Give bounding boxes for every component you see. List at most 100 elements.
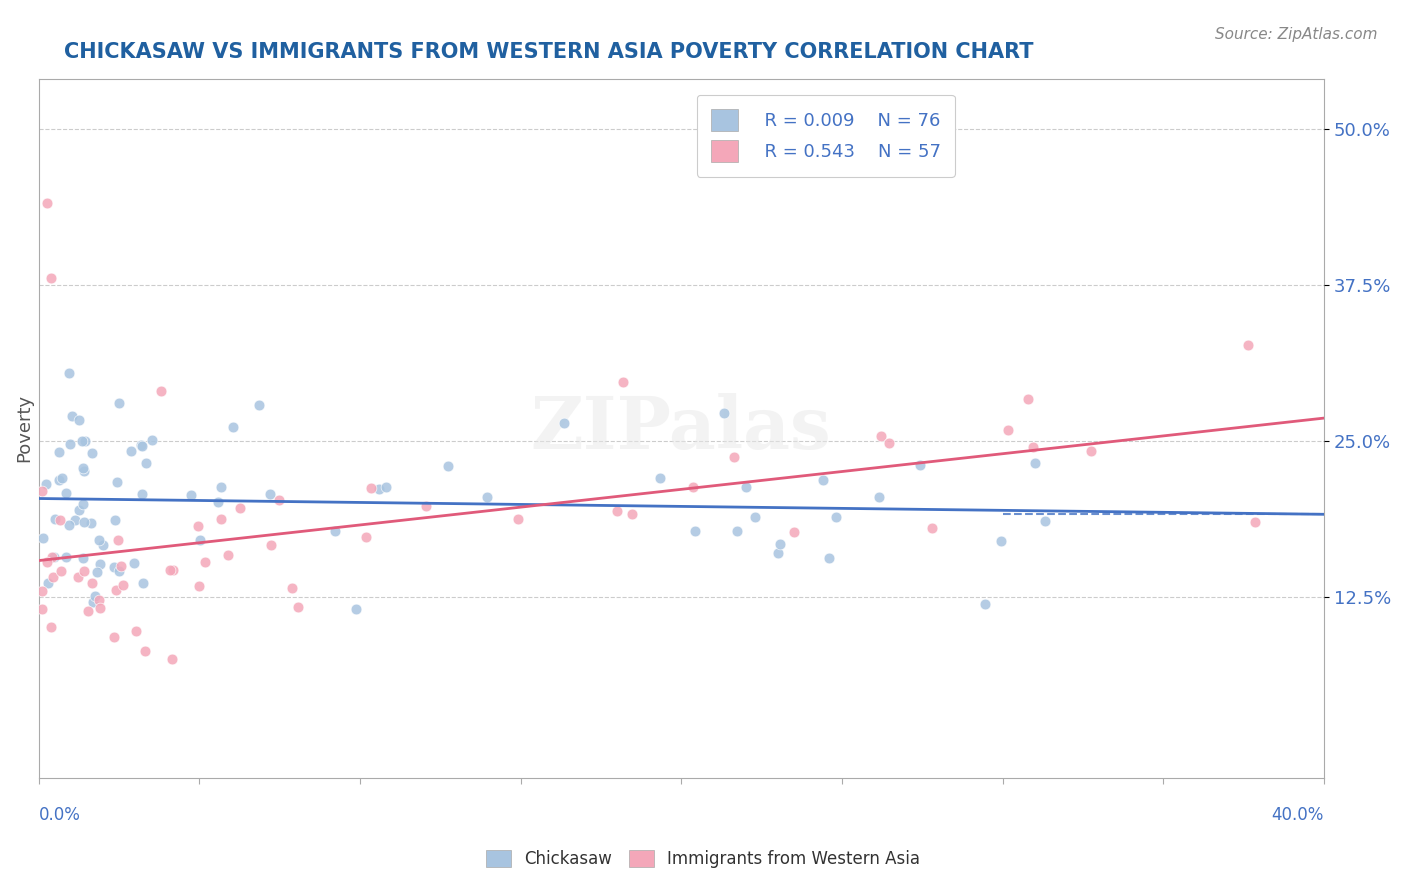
Point <box>159 563 181 577</box>
Point <box>55 550 77 565</box>
Point <box>910 458 932 473</box>
Point <box>1080 444 1102 458</box>
Point <box>49 513 72 527</box>
Text: Source: ZipAtlas.com: Source: ZipAtlas.com <box>1215 27 1378 42</box>
Point <box>217 548 239 562</box>
Point <box>129 438 152 452</box>
Point <box>31 602 53 616</box>
Text: 40.0%: 40.0% <box>1271 806 1324 824</box>
Text: 0.0%: 0.0% <box>38 806 80 824</box>
Point <box>80 445 103 459</box>
Point <box>685 524 707 538</box>
Point <box>280 581 302 595</box>
Point <box>354 530 377 544</box>
Point <box>921 521 943 535</box>
Legend:   R = 0.009    N = 76,   R = 0.543    N = 57: R = 0.009 N = 76, R = 0.543 N = 57 <box>696 95 955 177</box>
Point <box>125 624 148 638</box>
Point <box>134 644 156 658</box>
Point <box>104 583 127 598</box>
Point <box>269 493 291 508</box>
Point <box>149 384 172 398</box>
Point <box>51 471 73 485</box>
Point <box>72 498 94 512</box>
Point <box>37 576 59 591</box>
Legend: Chickasaw, Immigrants from Western Asia: Chickasaw, Immigrants from Western Asia <box>479 843 927 875</box>
Point <box>58 367 80 381</box>
Point <box>344 602 367 616</box>
Point <box>103 631 125 645</box>
Point <box>108 396 131 410</box>
Point <box>187 519 209 533</box>
Point <box>766 546 789 560</box>
Point <box>76 604 98 618</box>
Point <box>824 509 846 524</box>
Point <box>70 434 93 449</box>
Point <box>73 464 96 478</box>
Point <box>209 512 232 526</box>
Point <box>1017 392 1039 407</box>
Point <box>63 513 86 527</box>
Point <box>35 555 58 569</box>
Point <box>110 558 132 573</box>
Point <box>811 473 834 487</box>
Point <box>723 450 745 464</box>
Point <box>135 456 157 470</box>
Point <box>73 564 96 578</box>
Point <box>67 570 90 584</box>
Point <box>49 564 72 578</box>
Point <box>415 500 437 514</box>
Point <box>1033 514 1056 528</box>
Point <box>73 434 96 448</box>
Point <box>89 557 111 571</box>
Point <box>207 494 229 508</box>
Point <box>1236 338 1258 352</box>
Text: CHICKASAW VS IMMIGRANTS FROM WESTERN ASIA POVERTY CORRELATION CHART: CHICKASAW VS IMMIGRANTS FROM WESTERN ASI… <box>65 42 1033 62</box>
Point <box>39 620 62 634</box>
Point <box>89 533 111 547</box>
Point <box>222 420 245 434</box>
Point <box>612 375 634 389</box>
Point <box>817 551 839 566</box>
Point <box>91 538 114 552</box>
Point <box>477 490 499 504</box>
Point <box>1022 440 1045 454</box>
Point <box>360 481 382 495</box>
Point <box>42 550 65 565</box>
Point <box>990 534 1012 549</box>
Point <box>89 600 111 615</box>
Point <box>67 413 90 427</box>
Point <box>879 436 901 450</box>
Point <box>105 475 128 489</box>
Point <box>55 486 77 500</box>
Point <box>188 533 211 547</box>
Point <box>107 565 129 579</box>
Point <box>80 516 103 531</box>
Point <box>31 483 53 498</box>
Point <box>997 423 1019 437</box>
Point <box>39 271 62 285</box>
Point <box>72 551 94 566</box>
Point <box>682 480 704 494</box>
Point <box>131 439 153 453</box>
Point <box>606 504 628 518</box>
Point <box>769 537 792 551</box>
Text: ZIPalas: ZIPalas <box>531 392 831 464</box>
Point <box>180 488 202 502</box>
Point <box>868 490 890 504</box>
Point <box>259 487 281 501</box>
Point <box>103 559 125 574</box>
Point <box>131 487 153 501</box>
Point <box>436 458 458 473</box>
Point <box>82 595 104 609</box>
Point <box>60 409 83 423</box>
Point <box>35 477 58 491</box>
Point <box>48 444 70 458</box>
Point <box>124 556 146 570</box>
Point <box>89 592 111 607</box>
Point <box>287 599 309 614</box>
Point <box>508 511 530 525</box>
Point <box>713 406 735 420</box>
Point <box>229 501 252 516</box>
Point <box>162 563 184 577</box>
Point <box>58 517 80 532</box>
